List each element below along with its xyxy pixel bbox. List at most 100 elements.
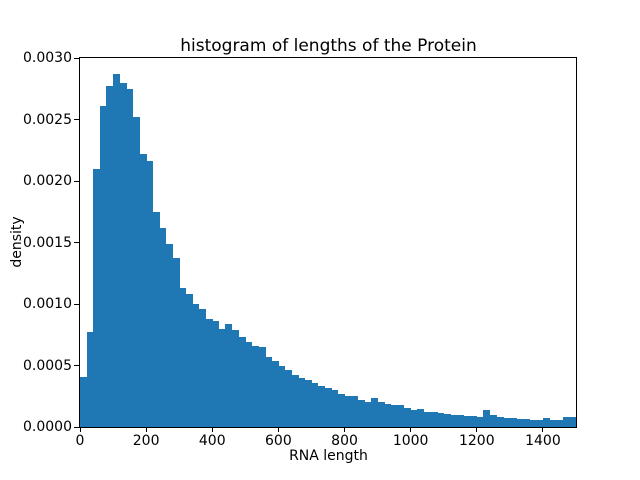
histogram-bar bbox=[331, 390, 339, 427]
histogram-bar bbox=[159, 227, 167, 427]
histogram-bar bbox=[126, 88, 134, 427]
histogram-bar bbox=[218, 328, 226, 427]
histogram-bar bbox=[509, 418, 517, 427]
histogram-bar bbox=[496, 417, 504, 427]
histogram-bar bbox=[490, 415, 498, 427]
histogram-bar bbox=[516, 419, 524, 427]
histogram-bar bbox=[370, 398, 378, 427]
histogram-bar bbox=[410, 409, 418, 427]
histogram-bar bbox=[536, 419, 544, 427]
histogram-bar bbox=[569, 416, 576, 427]
histogram-bar bbox=[212, 321, 220, 427]
x-tick-mark bbox=[476, 428, 478, 432]
histogram-bar bbox=[225, 323, 233, 427]
histogram-bar bbox=[245, 342, 253, 427]
y-tick-mark bbox=[74, 242, 79, 243]
x-tick-mark bbox=[344, 428, 346, 432]
histogram-bar bbox=[132, 117, 140, 427]
histogram-bar bbox=[476, 416, 484, 427]
histogram-bar bbox=[437, 413, 445, 427]
histogram-bar bbox=[93, 168, 101, 427]
histogram-bar bbox=[357, 399, 365, 427]
y-tick-label: 0.0020 bbox=[23, 173, 72, 189]
histogram-bar bbox=[172, 258, 180, 427]
histogram-bar bbox=[165, 243, 173, 427]
y-tick-mark bbox=[74, 57, 79, 59]
y-tick-label: 0.0030 bbox=[23, 50, 72, 66]
x-tick-label: 600 bbox=[265, 433, 292, 449]
histogram-bar bbox=[304, 380, 312, 427]
histogram-bar bbox=[271, 360, 279, 427]
y-tick-mark bbox=[74, 180, 79, 182]
histogram-bar bbox=[397, 405, 405, 427]
x-axis-label: RNA length bbox=[289, 448, 368, 464]
y-tick-mark bbox=[74, 303, 79, 305]
histogram-bar bbox=[470, 416, 478, 427]
histogram-bar bbox=[192, 304, 200, 427]
histogram-bar bbox=[205, 318, 213, 427]
chart-title: histogram of lengths of the Protein bbox=[180, 36, 477, 56]
histogram-bar bbox=[364, 401, 372, 427]
histogram-bar bbox=[503, 417, 511, 427]
histogram-bar bbox=[232, 329, 240, 427]
histogram-bar bbox=[377, 402, 385, 427]
histogram-bar bbox=[152, 211, 160, 427]
histogram-bar bbox=[199, 308, 207, 427]
histogram-bar bbox=[99, 105, 107, 427]
x-tick-label: 1000 bbox=[392, 433, 429, 449]
histogram-bar bbox=[119, 82, 127, 427]
x-tick-label: 400 bbox=[198, 433, 226, 449]
histogram-bar bbox=[456, 415, 464, 427]
histogram-bar bbox=[423, 411, 431, 427]
x-tick-label: 1200 bbox=[458, 433, 495, 449]
x-tick-mark bbox=[410, 428, 412, 432]
histogram-bar bbox=[179, 288, 187, 427]
histogram-bar bbox=[549, 420, 557, 427]
histogram-bar bbox=[251, 345, 259, 427]
y-tick-label: 0.0010 bbox=[23, 296, 72, 312]
histogram-bar bbox=[285, 370, 292, 427]
histogram-bar bbox=[278, 365, 286, 427]
histogram-bar bbox=[318, 386, 326, 427]
histogram-bar bbox=[185, 294, 193, 427]
histogram-bar bbox=[542, 418, 550, 427]
histogram-bar bbox=[258, 347, 266, 427]
histogram-bar bbox=[463, 415, 471, 427]
histogram-bar bbox=[483, 409, 491, 427]
histogram-bar bbox=[324, 387, 332, 427]
histogram-bar bbox=[337, 393, 345, 427]
histogram-bar bbox=[417, 409, 425, 427]
histogram-bar bbox=[556, 419, 564, 427]
y-tick-label: 0.0000 bbox=[23, 419, 72, 435]
histogram-bar bbox=[298, 377, 306, 427]
y-tick-label: 0.0015 bbox=[23, 234, 72, 251]
histogram-bar bbox=[139, 153, 147, 427]
histogram-bar bbox=[80, 376, 87, 427]
histogram-bar bbox=[265, 356, 273, 427]
histogram-bar bbox=[562, 417, 570, 427]
histogram-bar bbox=[404, 408, 412, 427]
x-tick-label: 800 bbox=[331, 433, 358, 449]
x-tick-mark bbox=[145, 428, 147, 432]
histogram-bar bbox=[311, 382, 319, 427]
histogram-bar bbox=[384, 403, 392, 427]
x-tick-mark bbox=[79, 428, 81, 432]
histogram-bar bbox=[291, 375, 299, 427]
histogram-bar bbox=[351, 396, 359, 427]
histogram-bar bbox=[106, 86, 114, 427]
x-tick-mark bbox=[542, 428, 544, 432]
x-tick-mark bbox=[211, 428, 213, 432]
y-tick-mark bbox=[74, 365, 79, 366]
x-tick-label: 1400 bbox=[525, 433, 561, 449]
x-tick-mark bbox=[277, 428, 279, 432]
histogram-bar bbox=[390, 405, 398, 427]
histogram-bar bbox=[443, 414, 451, 427]
y-tick-mark bbox=[74, 426, 79, 428]
histogram-bar bbox=[113, 73, 121, 427]
histogram-bar bbox=[529, 419, 537, 427]
histogram-bar bbox=[86, 332, 94, 427]
histogram-bar bbox=[430, 411, 438, 427]
histogram-bar bbox=[450, 414, 458, 427]
y-tick-label: 0.0005 bbox=[23, 357, 72, 374]
